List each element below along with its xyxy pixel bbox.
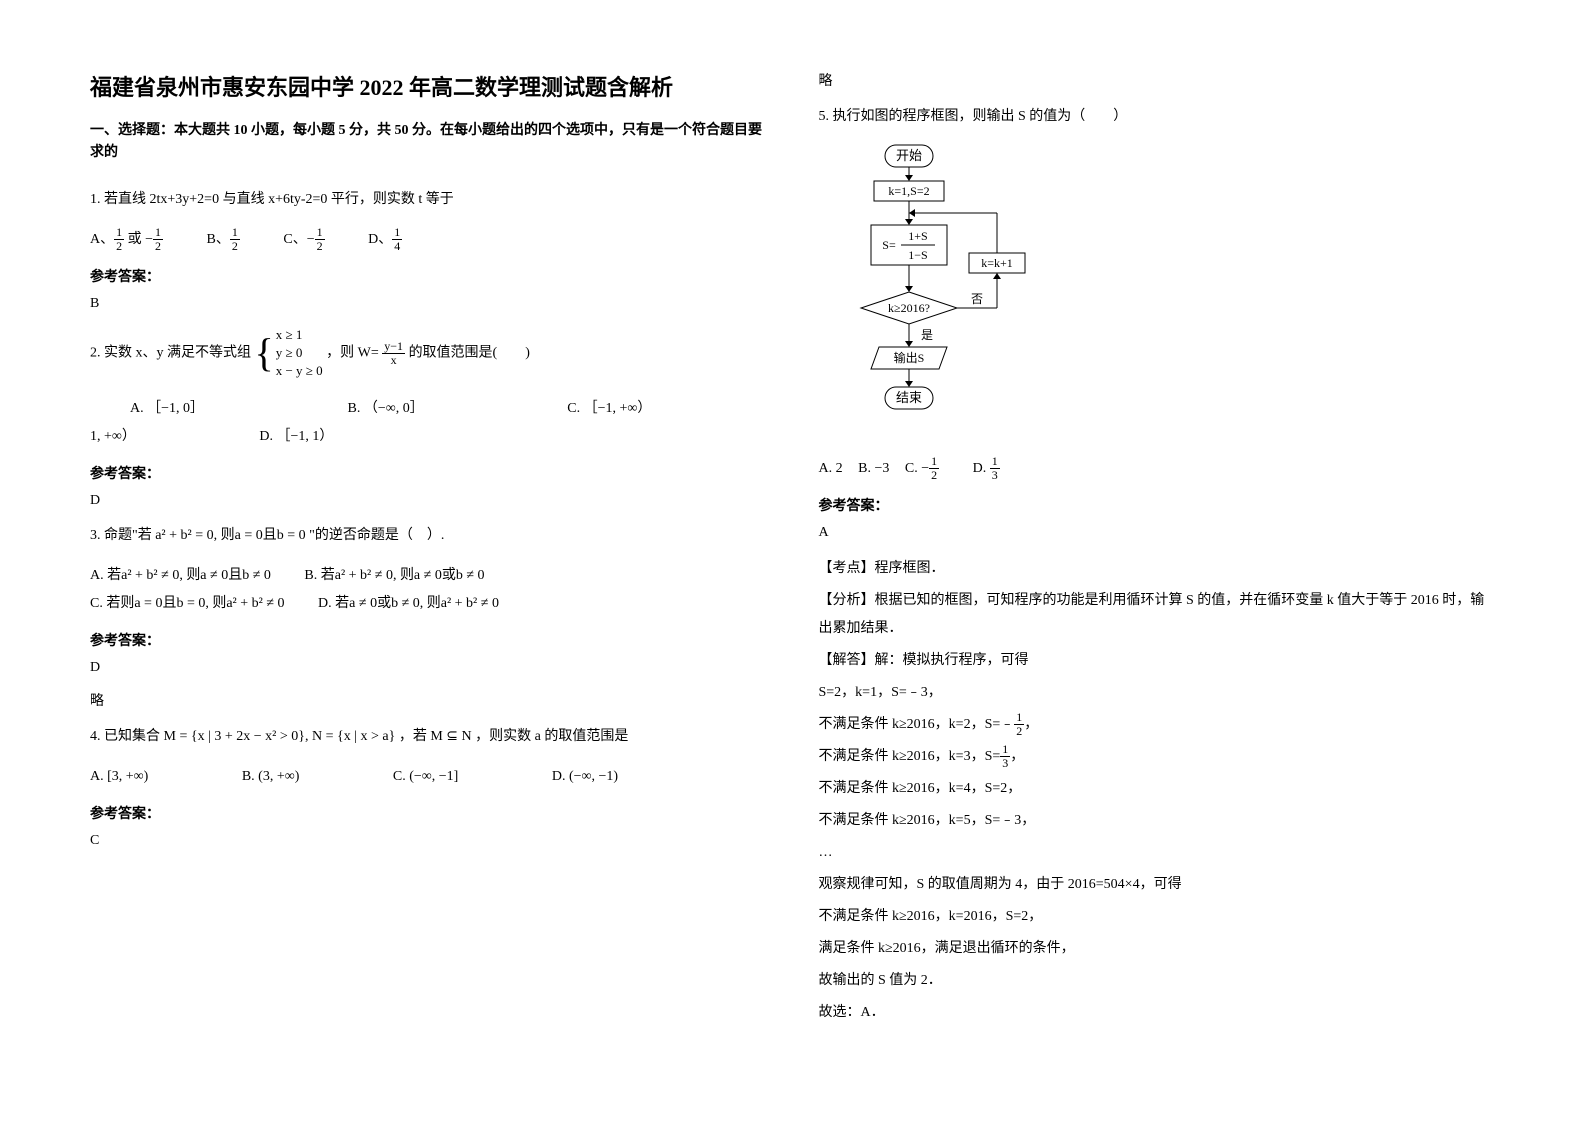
q1-opt-b: B、12 bbox=[207, 226, 240, 254]
q5-exp-5: 不满足条件 k≥2016，k=2，S=﹣12， bbox=[819, 711, 1498, 739]
q5-exp-3: 【解答】解：模拟执行程序，可得 bbox=[819, 647, 1498, 675]
q5-opt-c: C. −12 bbox=[905, 455, 939, 483]
q4-opt-d: D. (−∞, −1) bbox=[552, 763, 618, 791]
q3-options: A. 若a² + b² ≠ 0, 则a ≠ 0且b ≠ 0 B. 若a² + b… bbox=[90, 562, 769, 618]
q4-opt-c: C. (−∞, −1] bbox=[393, 763, 458, 791]
q4-note: 略 bbox=[819, 70, 1498, 90]
q5-options: A. 2 B. −3 C. −12 D. 13 bbox=[819, 455, 1498, 483]
q5-exp-14: 故选：A． bbox=[819, 999, 1498, 1027]
q2-opt-a: A. ［−1, 0］ bbox=[130, 395, 204, 423]
q5-exp-6: 不满足条件 k≥2016，k=3，S=13， bbox=[819, 743, 1498, 771]
q4-answer-label: 参考答案： bbox=[90, 803, 769, 823]
q5-exp-1: 【考点】程序框图． bbox=[819, 555, 1498, 583]
q2-stem: 2. 实数 x、y 满足不等式组 { x ≥ 1 y ≥ 0 x − y ≥ 0… bbox=[90, 326, 769, 381]
q3-answer: D bbox=[90, 660, 769, 676]
q2-opt-c: C. ［−1, +∞） bbox=[567, 395, 651, 423]
q4-stem: 4. 已知集合 M = {x | 3 + 2x − x² > 0}, N = {… bbox=[90, 724, 769, 749]
q5-answer-label: 参考答案： bbox=[819, 495, 1498, 515]
svg-text:S=: S= bbox=[882, 238, 896, 252]
q2-opt-c2: 1, +∞） bbox=[90, 423, 136, 451]
q1-answer: B bbox=[90, 296, 769, 312]
q5-answer: A bbox=[819, 525, 1498, 541]
q1-answer-label: 参考答案： bbox=[90, 266, 769, 286]
page-title: 福建省泉州市惠安东园中学 2022 年高二数学理测试题含解析 bbox=[90, 70, 769, 102]
q1-opt-c: C、−12 bbox=[283, 226, 324, 254]
flow-init: k=1,S=2 bbox=[888, 184, 929, 198]
flow-inc: k=k+1 bbox=[981, 256, 1013, 270]
q1-opt-d: D、14 bbox=[368, 226, 402, 254]
q5-opt-b: B. −3 bbox=[858, 455, 889, 483]
q3-answer-label: 参考答案： bbox=[90, 630, 769, 650]
q4-answer: C bbox=[90, 833, 769, 849]
flow-yes: 是 bbox=[921, 328, 933, 342]
q3-note: 略 bbox=[90, 690, 769, 710]
q2-opt-d: D. ［−1, 1） bbox=[259, 423, 333, 451]
q5-exp-4: S=2，k=1，S=﹣3， bbox=[819, 679, 1498, 707]
q3-opt-b: B. 若a² + b² ≠ 0, 则a ≠ 0或b ≠ 0 bbox=[304, 562, 484, 590]
q5-opt-a: A. 2 bbox=[819, 455, 843, 483]
right-column: 略 5. 执行如图的程序框图，则输出 S 的值为（ ） 开始 k=1,S=2 S… bbox=[819, 70, 1498, 1031]
svg-text:1−S: 1−S bbox=[908, 248, 927, 262]
q5-exp-7: 不满足条件 k≥2016，k=4，S=2， bbox=[819, 775, 1498, 803]
q5-exp-9: … bbox=[819, 839, 1498, 867]
q4-opt-a: A. [3, +∞) bbox=[90, 763, 148, 791]
q4-opt-b: B. (3, +∞) bbox=[242, 763, 300, 791]
q5-exp-2: 【分析】根据已知的框图，可知程序的功能是利用循环计算 S 的值，并在循环变量 k… bbox=[819, 587, 1498, 643]
q1-opt-a: A、12 或 −12 bbox=[90, 226, 163, 254]
q5-exp-10: 观察规律可知，S 的取值周期为 4，由于 2016=504×4，可得 bbox=[819, 871, 1498, 899]
flow-no: 否 bbox=[971, 292, 983, 306]
flow-cond: k≥2016? bbox=[888, 301, 930, 315]
q3-opt-a: A. 若a² + b² ≠ 0, 则a ≠ 0且b ≠ 0 bbox=[90, 562, 271, 590]
flow-start: 开始 bbox=[895, 148, 921, 163]
svg-text:1+S: 1+S bbox=[908, 229, 927, 243]
q2-options: A. ［−1, 0］ B. （−∞, 0］ C. ［−1, +∞） 1, +∞）… bbox=[90, 395, 769, 451]
q2-answer: D bbox=[90, 493, 769, 509]
q5-exp-8: 不满足条件 k≥2016，k=5，S=﹣3， bbox=[819, 807, 1498, 835]
q5-opt-d: D. 13 bbox=[973, 455, 1000, 483]
q3-opt-c: C. 若则a = 0且b = 0, 则a² + b² ≠ 0 bbox=[90, 590, 285, 618]
flow-out: 输出S bbox=[893, 350, 924, 365]
q5-exp-11: 不满足条件 k≥2016，k=2016，S=2， bbox=[819, 903, 1498, 931]
q5-flowchart: 开始 k=1,S=2 S= 1+S 1−S k=k+1 bbox=[849, 143, 1498, 443]
q4-options: A. [3, +∞) B. (3, +∞) C. (−∞, −1] D. (−∞… bbox=[90, 763, 769, 791]
q5-exp-13: 故输出的 S 值为 2． bbox=[819, 967, 1498, 995]
q1-stem: 1. 若直线 2tx+3y+2=0 与直线 x+6ty-2=0 平行，则实数 t… bbox=[90, 187, 769, 212]
flow-end: 结束 bbox=[895, 390, 921, 405]
q3-stem: 3. 命题"若 a² + b² = 0, 则a = 0且b = 0 "的逆否命题… bbox=[90, 523, 769, 548]
q2-opt-b: B. （−∞, 0］ bbox=[348, 395, 424, 423]
section-intro: 一、选择题：本大题共 10 小题，每小题 5 分，共 50 分。在每小题给出的四… bbox=[90, 120, 769, 165]
q5-stem: 5. 执行如图的程序框图，则输出 S 的值为（ ） bbox=[819, 104, 1498, 129]
q2-answer-label: 参考答案： bbox=[90, 463, 769, 483]
q5-exp-12: 满足条件 k≥2016，满足退出循环的条件， bbox=[819, 935, 1498, 963]
q3-opt-d: D. 若a ≠ 0或b ≠ 0, 则a² + b² ≠ 0 bbox=[318, 590, 499, 618]
left-column: 福建省泉州市惠安东园中学 2022 年高二数学理测试题含解析 一、选择题：本大题… bbox=[90, 70, 769, 1031]
q1-options: A、12 或 −12 B、12 C、−12 D、14 bbox=[90, 226, 769, 254]
